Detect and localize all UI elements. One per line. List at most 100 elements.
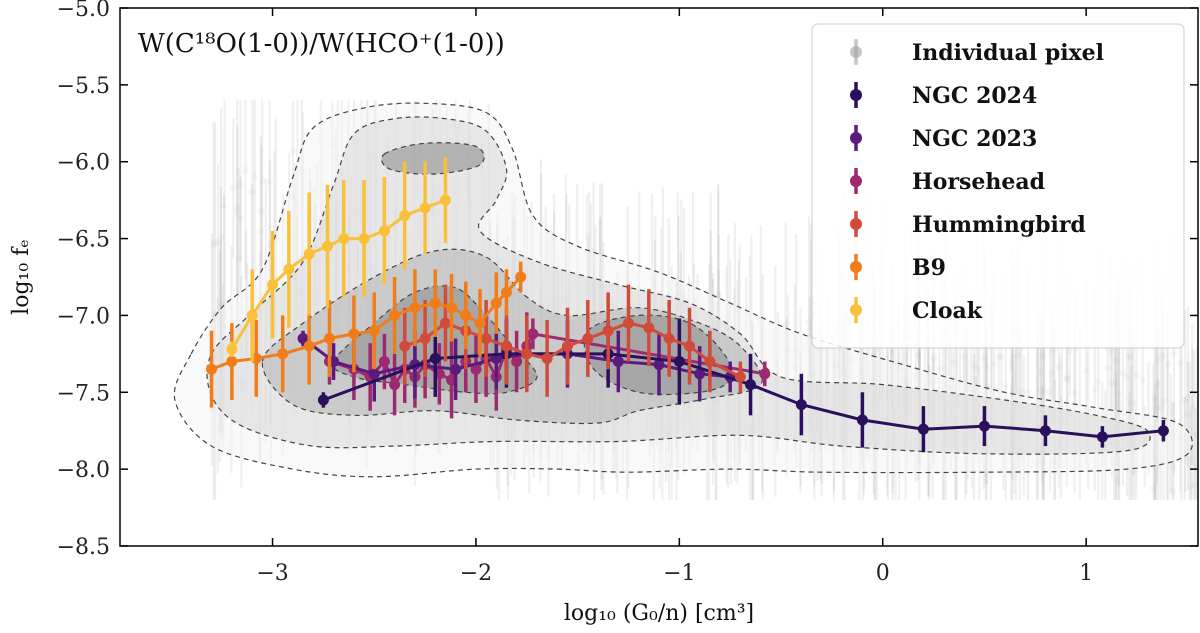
legend-item: NGC 2024	[850, 82, 1037, 109]
data-point	[612, 356, 624, 368]
data-point	[795, 399, 807, 411]
pixel-point	[782, 320, 790, 328]
legend-label: NGC 2024	[912, 83, 1037, 109]
data-point	[460, 309, 472, 321]
legend-marker	[850, 132, 862, 144]
data-point	[429, 297, 441, 309]
pixel-point	[1115, 390, 1123, 398]
data-point	[206, 363, 218, 375]
pixel-point	[949, 359, 957, 367]
pixel-point	[1193, 431, 1198, 439]
data-point	[561, 340, 573, 352]
y-tick-label: −7.0	[57, 304, 110, 329]
pixel-point	[1149, 484, 1157, 492]
pixel-point	[1055, 363, 1063, 371]
pixel-point	[1071, 389, 1079, 397]
pixel-point	[1112, 476, 1120, 484]
pixel-point	[1170, 463, 1178, 471]
pixel-point	[1091, 385, 1099, 393]
data-point	[338, 233, 350, 245]
data-point	[582, 332, 594, 344]
y-tick-label: −6.5	[57, 228, 110, 253]
data-point	[368, 325, 380, 337]
pixel-point	[1063, 375, 1071, 383]
pixel-point	[1184, 394, 1192, 402]
legend-marker	[850, 261, 862, 273]
pixel-point	[289, 147, 297, 155]
legend-item: Horsehead	[850, 168, 1045, 195]
pixel-point	[1125, 352, 1133, 360]
data-point	[226, 343, 238, 355]
data-point	[622, 317, 634, 329]
data-point	[321, 240, 333, 252]
data-point	[283, 263, 295, 275]
data-point	[673, 356, 685, 368]
pixel-point	[990, 360, 998, 368]
data-point	[541, 352, 553, 364]
data-point	[917, 423, 929, 435]
pixel-point	[1024, 388, 1032, 396]
pixel-point	[234, 255, 242, 263]
pixel-point	[1050, 346, 1058, 354]
pixel-point	[1188, 403, 1196, 411]
data-point	[246, 309, 258, 321]
pixel-point	[236, 181, 244, 189]
data-point	[684, 340, 696, 352]
data-point	[474, 317, 486, 329]
pixel-point	[242, 166, 250, 174]
data-point	[303, 248, 315, 260]
data-point	[1157, 425, 1169, 437]
pixel-point	[1191, 462, 1198, 470]
pixel-point	[1037, 369, 1045, 377]
data-point	[389, 379, 401, 391]
pixel-point	[217, 234, 225, 242]
data-point	[323, 332, 335, 344]
legend-label: B9	[912, 255, 946, 281]
pixel-point	[1151, 395, 1159, 403]
pixel-point	[970, 361, 978, 369]
data-point	[490, 297, 502, 309]
x-tick-label: −2	[460, 561, 492, 586]
pixel-point	[1115, 404, 1123, 412]
x-tick-label: 0	[876, 561, 890, 586]
data-point	[409, 302, 421, 314]
data-point	[419, 332, 431, 344]
data-point	[226, 356, 238, 368]
pixel-point	[233, 204, 241, 212]
data-point	[267, 279, 279, 291]
data-point	[470, 363, 482, 375]
pixel-point	[1168, 487, 1176, 495]
data-point	[856, 414, 868, 426]
pixel-point	[1112, 379, 1120, 387]
pixel-point	[1107, 348, 1115, 356]
data-point	[439, 317, 451, 329]
pixel-point	[935, 365, 943, 373]
pixel-point	[257, 227, 265, 235]
data-series	[206, 157, 1169, 453]
data-point	[399, 210, 411, 222]
data-point	[348, 328, 360, 340]
pixel-point	[995, 353, 1003, 361]
legend-label: Hummingbird	[912, 212, 1086, 238]
pixel-point	[1181, 397, 1189, 405]
data-point	[378, 225, 390, 237]
y-axis-label: log₁₀ fₑ	[9, 239, 34, 315]
y-tick-label: −5.5	[57, 74, 110, 99]
pixel-point	[1164, 361, 1172, 369]
pixel-point	[982, 362, 990, 370]
pixel-point	[1115, 398, 1123, 406]
pixel-point	[914, 351, 922, 359]
data-point	[297, 332, 309, 344]
data-point	[527, 328, 539, 340]
data-point	[303, 340, 315, 352]
data-point	[694, 368, 706, 380]
pixel-point	[1063, 374, 1071, 382]
pixel-point	[249, 188, 257, 196]
y-tick-label: −8.0	[57, 458, 110, 483]
data-point	[317, 394, 329, 406]
pixel-point	[233, 208, 241, 216]
pixel-point	[266, 178, 274, 186]
pixel-point	[715, 291, 723, 299]
pixel-point	[805, 317, 813, 325]
